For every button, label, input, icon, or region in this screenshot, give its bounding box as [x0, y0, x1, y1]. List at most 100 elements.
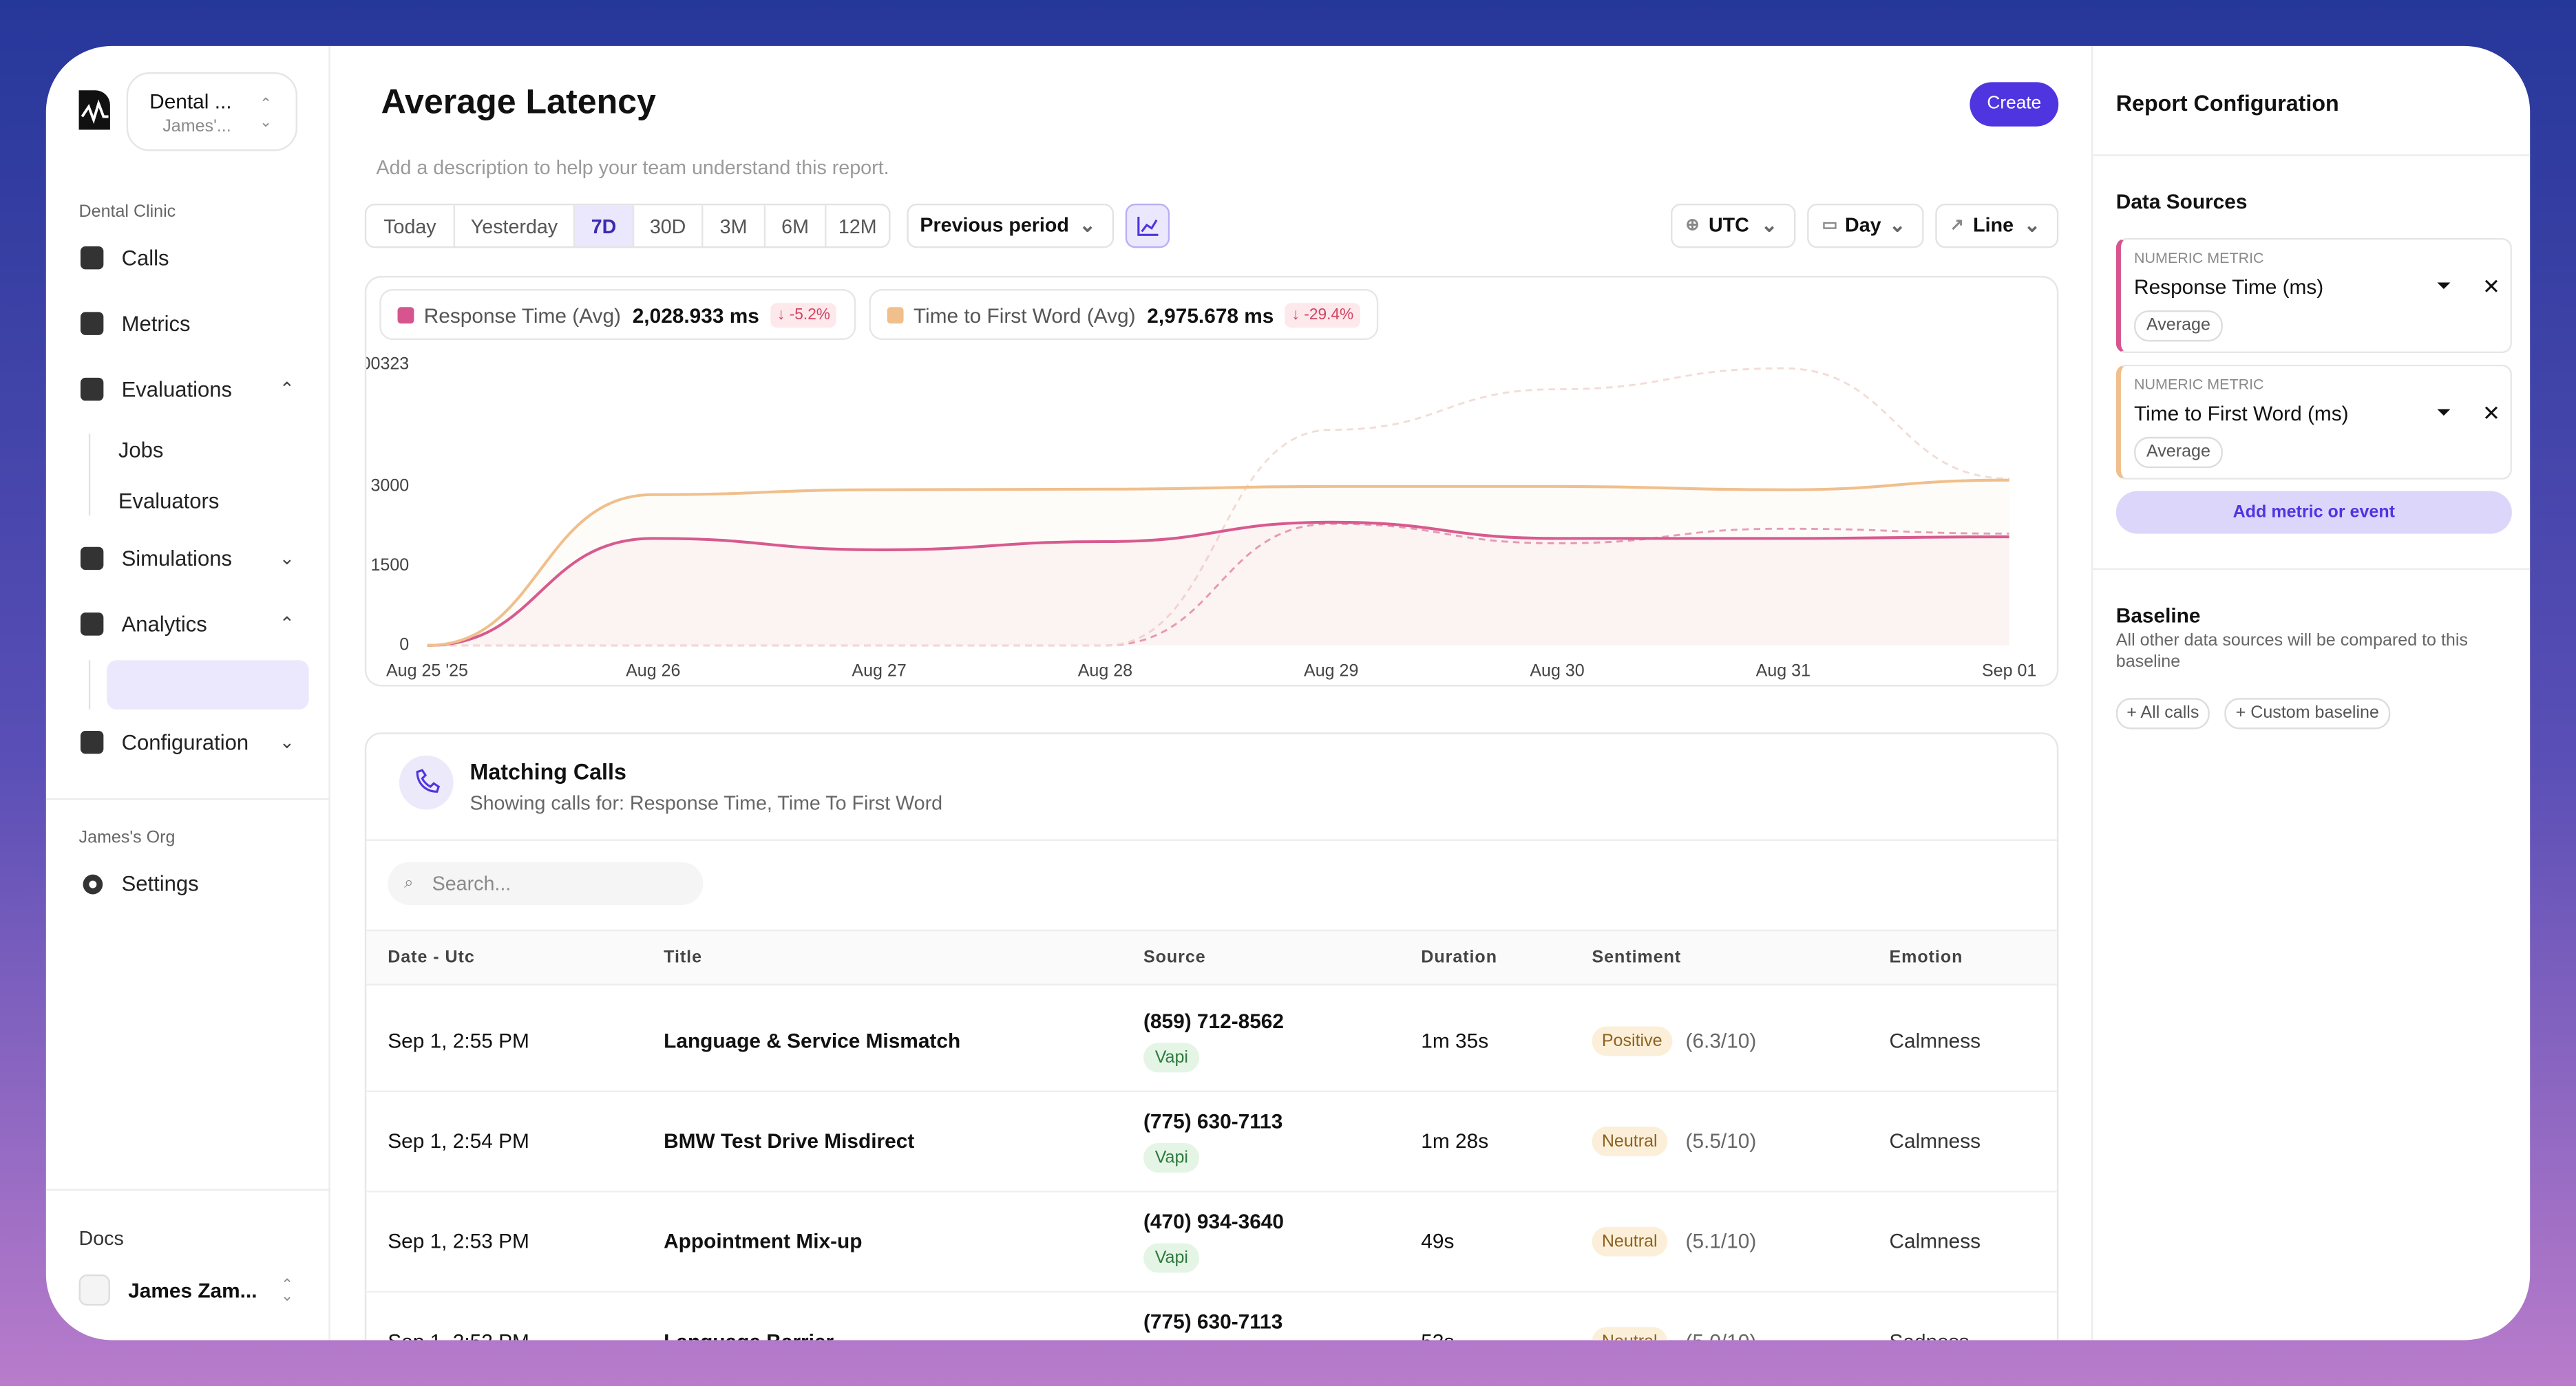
row-divider — [366, 1290, 2057, 1293]
y-tick-label: 0 — [399, 635, 409, 654]
add-metric-button[interactable]: Add metric or event — [2115, 491, 2512, 534]
divider — [45, 798, 330, 800]
description[interactable]: Add a description to help your team unde… — [376, 156, 889, 180]
metric-agg[interactable]: Average — [2134, 436, 2223, 469]
x-tick-label: Aug 26 — [626, 661, 680, 681]
table-header — [366, 929, 2057, 985]
legend-total: 2,028.933 ms — [632, 303, 759, 327]
chart-type-dropdown[interactable]: ↗ Line ⌄ — [1935, 203, 2059, 248]
x-tick-label: Aug 27 — [852, 661, 906, 681]
user-name[interactable]: James Zam... — [128, 1279, 257, 1303]
range-selector: Today Yesterday 7D 30D 3M 6M 12M — [364, 203, 891, 248]
icon: ↗ — [1950, 217, 1964, 235]
cell-phone: (775) 630-7113 — [1143, 1310, 1283, 1334]
baseline-option[interactable]: + All calls — [2115, 698, 2210, 729]
cell-title: Language Barrier — [664, 1330, 834, 1340]
phone-icon — [399, 755, 454, 810]
nav-item[interactable]: Configuration — [121, 729, 249, 755]
timezone-dropdown[interactable]: ⊕ UTC ⌄ — [1671, 203, 1796, 248]
range-option[interactable]: 7D — [575, 205, 635, 246]
legend-chip: Time to First Word (Avg) 2,975.678 ms ↓ -2… — [869, 289, 1379, 341]
y-tick-label: 3000 — [370, 476, 409, 495]
metric-kind: NUMERIC METRIC — [2134, 249, 2264, 266]
column-header: Title — [664, 947, 702, 968]
dd-text: Day — [1845, 213, 1881, 237]
cell-sentiment: Neutral — [1592, 1127, 1667, 1157]
comparison-dropdown[interactable]: Previous period ⌄ — [907, 203, 1115, 248]
legend-change: ↓ -5.2% — [770, 303, 837, 328]
column-header: Date - Utc — [388, 947, 475, 968]
divider — [366, 839, 2057, 841]
baseline-description: All other data sources will be compared … — [2115, 630, 2468, 672]
section-label: James's Org — [78, 827, 176, 848]
chart-toggle[interactable] — [1125, 203, 1170, 248]
cell-provider: Vapi — [1143, 1043, 1200, 1073]
column-header: Source — [1143, 947, 1206, 968]
cell-duration: 1m 28s — [1421, 1129, 1489, 1153]
cell-provider: Vapi — [1143, 1243, 1200, 1273]
granularity-dropdown[interactable]: ▭ Day ⌄ — [1807, 203, 1924, 248]
logo — [78, 90, 110, 130]
search-box[interactable]: ⌕ Search... — [388, 862, 704, 905]
chevron: ⌄ — [1761, 213, 1778, 237]
icon: ⊕ — [1685, 217, 1700, 235]
legend-chip: Response Time (Avg) 2,028.933 ms ↓ -5.2% — [379, 289, 856, 341]
cell-score: (6.3/10) — [1685, 1030, 1757, 1053]
row-divider — [366, 1090, 2057, 1093]
active-item-bg — [107, 660, 309, 710]
nav-item[interactable]: Metrics — [121, 311, 191, 337]
legend-name: Time to First Word (Avg) — [913, 303, 1136, 327]
column-header: Duration — [1421, 947, 1497, 968]
section-label: Dental Clinic — [78, 202, 176, 222]
chevron: ⌃ — [279, 615, 295, 635]
range-option[interactable]: 12M — [826, 205, 889, 246]
nav-icon — [80, 377, 104, 401]
filter-icon[interactable]: ⏷ — [2436, 403, 2451, 423]
legend-row: Response Time (Avg) 2,028.933 ms ↓ -5.2% — [424, 303, 837, 328]
filter-icon[interactable]: ⏷ — [2436, 277, 2451, 297]
range-option[interactable]: Yesterday — [455, 205, 576, 246]
workspace-switcher[interactable]: Dental ... James'... ⌃ ⌄ — [126, 72, 297, 151]
sidebar: Dental ... James'... ⌃ ⌄ Dental Clinic Ca… — [45, 45, 330, 1341]
nav-item[interactable]: Evaluations — [121, 376, 233, 402]
legend-total: 2,975.678 ms — [1147, 303, 1274, 327]
range-option[interactable]: 3M — [703, 205, 766, 246]
divider — [45, 1188, 330, 1191]
metric-kind: NUMERIC METRIC — [2134, 376, 2264, 393]
metric-card: NUMERIC METRIC Response Time (ms) Average ⏷… — [2115, 238, 2512, 354]
remove-icon[interactable]: ✕ — [2482, 401, 2500, 426]
line — [427, 478, 2009, 647]
x-tick-label: Aug 28 — [1078, 661, 1132, 681]
chevron: ⌄ — [1889, 213, 1906, 237]
chevron: ⌄ — [1079, 213, 1096, 237]
nav-item[interactable]: Calls — [121, 245, 169, 270]
metric-name: Response Time (ms) — [2134, 275, 2324, 299]
cell-date: Sep 1, 2:53 PM — [388, 1230, 529, 1253]
remove-icon[interactable]: ✕ — [2482, 274, 2500, 299]
window: Dental ... James'... ⌃ ⌄ Dental Clinic Ca… — [45, 45, 2531, 1341]
range-option[interactable]: Today — [366, 205, 456, 246]
nav-item[interactable]: Settings — [121, 871, 199, 896]
nav-item[interactable]: Simulations — [121, 546, 232, 571]
metric-card: NUMERIC METRIC Time to First Word (ms) Ave… — [2115, 364, 2512, 480]
cell-phone: (470) 934-3640 — [1143, 1210, 1284, 1234]
line — [427, 520, 2009, 647]
nav-item[interactable]: Evaluators — [118, 488, 220, 513]
baseline-option[interactable]: + Custom baseline — [2224, 698, 2391, 729]
y-tick-label: 1500 — [370, 555, 409, 575]
nav-item[interactable]: Analytics — [121, 611, 207, 637]
range-option[interactable]: 6M — [766, 205, 827, 246]
cell-sentiment: Neutral — [1592, 1226, 1667, 1257]
area — [427, 480, 2009, 646]
create-button[interactable]: Create — [1970, 82, 2059, 127]
nav-item[interactable]: Jobs — [118, 437, 164, 462]
range-option[interactable]: 30D — [634, 205, 704, 246]
icon: ▭ — [1822, 217, 1838, 235]
metric-agg[interactable]: Average — [2134, 310, 2223, 342]
tree-line — [88, 660, 91, 710]
nav-icon — [80, 612, 104, 636]
avatar — [78, 1274, 110, 1306]
docs-link[interactable]: Docs — [78, 1226, 124, 1250]
config-panel: Report Configuration Data Sources NUMERI… — [2091, 45, 2531, 1341]
